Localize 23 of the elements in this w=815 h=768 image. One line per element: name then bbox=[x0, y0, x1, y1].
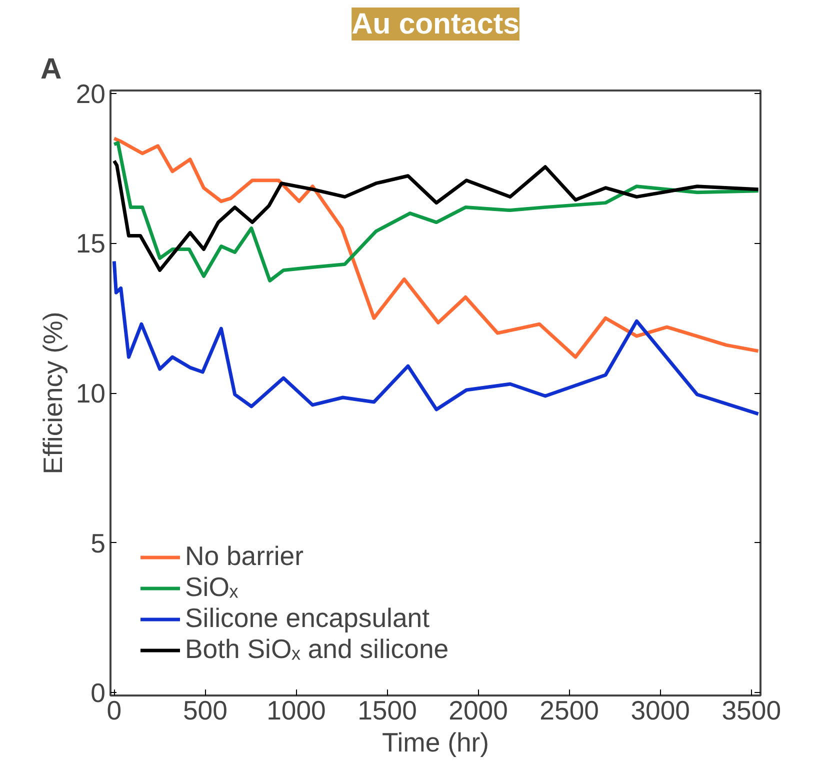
x-tick-label: 2000 bbox=[448, 696, 508, 726]
text: A bbox=[40, 52, 62, 86]
legend-label: No barrier bbox=[185, 541, 304, 572]
y-tick-label: 15 bbox=[76, 228, 106, 259]
x-tick-label: 3000 bbox=[630, 696, 690, 726]
x-tick-label: 2500 bbox=[540, 696, 599, 726]
x-tick-label: 1000 bbox=[266, 696, 326, 726]
x-axis-title: Time (hr) bbox=[382, 728, 490, 758]
x-tick-label: 1500 bbox=[358, 696, 417, 726]
line-series bbox=[112, 159, 760, 272]
legend-label: Both SiOₓ and silicone bbox=[185, 634, 449, 665]
y-tick-label: 5 bbox=[90, 528, 106, 558]
y-axis-title: Efficiency (%) bbox=[38, 312, 68, 474]
line-series bbox=[112, 136, 760, 359]
line-series bbox=[112, 141, 760, 282]
y-tick-label: 10 bbox=[76, 378, 106, 408]
legend-label: Silicone encapsulant bbox=[185, 603, 430, 634]
x-tick-label: 500 bbox=[182, 696, 228, 726]
x-tick-label: 3500 bbox=[722, 696, 782, 726]
chart-title: Au contacts bbox=[352, 8, 520, 40]
legend-label: SiOₓ bbox=[185, 572, 238, 603]
y-tick-label: 20 bbox=[76, 78, 106, 109]
line-series bbox=[112, 259, 760, 416]
